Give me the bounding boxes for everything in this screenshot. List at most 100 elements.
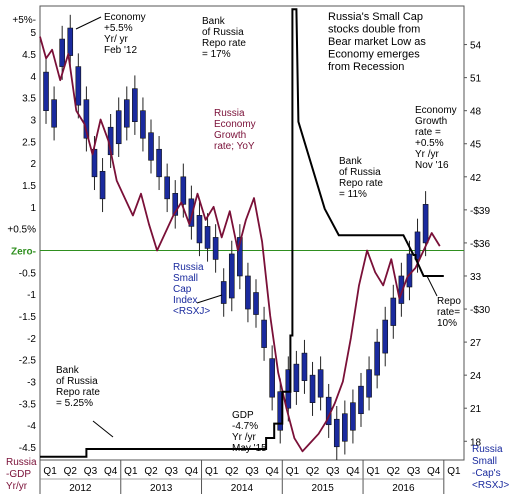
- annotation-repo-rate-10-line: 10%: [437, 318, 457, 329]
- right-tick-label: 54: [470, 41, 482, 52]
- plot-area: [39, 8, 464, 460]
- annotation-growth-rate-line: Economy: [214, 119, 256, 130]
- left-tick-label: Zero-: [11, 246, 36, 257]
- candle-body: [156, 148, 162, 178]
- annotation-economy-5-5-line: Feb '12: [104, 45, 137, 56]
- candle-body: [164, 176, 170, 200]
- annotation-repo-rate-10-line: rate=: [437, 307, 460, 318]
- annotation-gdp-minus-4-7-line: GDP: [232, 410, 254, 421]
- candle-body: [115, 110, 122, 145]
- quarter-label: Q4: [427, 466, 441, 477]
- right-tick-label: -$36: [470, 239, 490, 250]
- annotation-rsxj-line: Index: [173, 295, 197, 306]
- quarter-label: Q1: [447, 466, 461, 477]
- left-tick-label: 3: [30, 116, 36, 127]
- candle-body: [148, 132, 154, 161]
- annotation-pointer: [196, 294, 223, 304]
- left-tick-label: 4: [30, 72, 36, 83]
- candle-body: [237, 237, 243, 277]
- candle-body: [309, 374, 316, 403]
- annotation-repo-rate-5-25-line: = 5.25%: [56, 398, 93, 409]
- candle-body: [406, 253, 413, 288]
- year-label: 2012: [69, 483, 92, 494]
- quarter-label: Q1: [124, 466, 138, 477]
- quarter-label: Q1: [43, 466, 57, 477]
- annotation-economy-5-5-line: Economy: [104, 12, 146, 23]
- left-tick-label: +5%-: [12, 15, 36, 26]
- annotation-growth-0-5-line: +0.5%: [415, 138, 444, 149]
- candle-body: [382, 319, 389, 354]
- left-tick-labels: +5%- 5 4.5 4 3.5 3 2.5 2 1.5 1 +0.5% Zero- -0.5 -1 -1.…: [7, 15, 36, 454]
- annotation-growth-0-5-line: Yr /yr: [415, 149, 440, 160]
- annotation-growth-0-5-line: Nov '16: [415, 160, 449, 171]
- candle-body: [75, 66, 82, 106]
- left-tick-label: -2.5: [19, 356, 37, 367]
- right-tick-label: 48: [470, 107, 482, 118]
- candle-body: [67, 27, 74, 56]
- annotation-repo-rate-17-line: Bank: [202, 16, 226, 27]
- candle-body: [301, 352, 308, 381]
- quarter-label: Q3: [407, 466, 421, 477]
- candle-body: [188, 198, 195, 227]
- right-tick-label: -$39: [470, 206, 490, 217]
- annotation-rsxj-line: Small: [173, 273, 198, 284]
- quarter-label: Q2: [306, 466, 320, 477]
- right-tick-label: 45: [470, 140, 482, 151]
- left-tick-label: 4.5: [22, 50, 36, 61]
- annotation-economy-5-5-line: +5.5%: [104, 23, 133, 34]
- candle-body: [358, 385, 364, 415]
- candle-body: [59, 38, 65, 67]
- candle-body: [132, 88, 138, 123]
- annotation-pointer: [92, 420, 114, 438]
- right-axis-title-line: <RSXJ>: [472, 480, 509, 491]
- quarter-label: Q3: [165, 466, 179, 477]
- annotation-repo-rate-17-line: = 17%: [202, 49, 231, 60]
- annotation-gdp-minus-4-7-line: May '15: [232, 443, 267, 454]
- quarter-label: Q2: [225, 466, 239, 477]
- right-tick-label: 51: [470, 74, 482, 85]
- left-tick-label: -3: [27, 377, 36, 388]
- chart-title-line: Russia's Small Cap: [328, 11, 423, 23]
- candle-body: [123, 99, 130, 128]
- candle-body: [228, 253, 235, 299]
- candle-body: [293, 363, 300, 392]
- candle-body: [398, 275, 405, 304]
- right-tick-label: 18: [470, 437, 482, 448]
- annotation-repo-rate-11-line: = 11%: [339, 189, 367, 200]
- annotation-economy-5-5-line: Yr/ yr: [104, 34, 129, 45]
- left-tick-label: -0.5: [19, 268, 37, 279]
- quarter-label: Q2: [144, 466, 158, 477]
- annotation-pointer: [426, 275, 438, 297]
- right-tick-label: -$30: [470, 305, 490, 316]
- annotation-growth-rate-line: rate; YoY: [214, 141, 255, 152]
- candle-body: [99, 170, 106, 200]
- candle-body: [374, 341, 380, 376]
- candle-body: [220, 281, 227, 304]
- candle-body: [317, 369, 324, 398]
- left-tick-label: 2.5: [22, 137, 36, 148]
- annotation-gdp-minus-4-7-line: Yr /yr: [232, 432, 257, 443]
- quarter-label: Q1: [205, 466, 219, 477]
- annotation-growth-rate-line: Russia: [214, 108, 245, 119]
- right-tick-label: 33: [470, 272, 482, 283]
- right-tick-label: 27: [470, 338, 482, 349]
- quarter-label: Q4: [266, 466, 280, 477]
- candle-body: [253, 292, 259, 315]
- left-axis-title-line: Russia: [6, 457, 37, 468]
- quarter-label: Q3: [245, 466, 259, 477]
- candle-body: [51, 99, 57, 128]
- annotation-rsxj-line: Cap: [173, 284, 192, 295]
- right-tick-label: 24: [470, 371, 482, 382]
- annotation-repo-rate-5-25-line: of Russia: [56, 376, 98, 387]
- quarter-label: Q4: [104, 466, 118, 477]
- candle-body: [212, 237, 219, 260]
- quarter-label: Q4: [346, 466, 360, 477]
- right-axis-title-line: Russia: [472, 444, 503, 455]
- annotation-repo-rate-10-line: Repo: [437, 296, 461, 307]
- left-tick-label: +0.5%: [7, 225, 36, 236]
- left-tick-label: 2: [30, 159, 36, 170]
- chart-title-line: stocks double from: [328, 24, 420, 36]
- left-tick-label: -4.5: [19, 443, 37, 454]
